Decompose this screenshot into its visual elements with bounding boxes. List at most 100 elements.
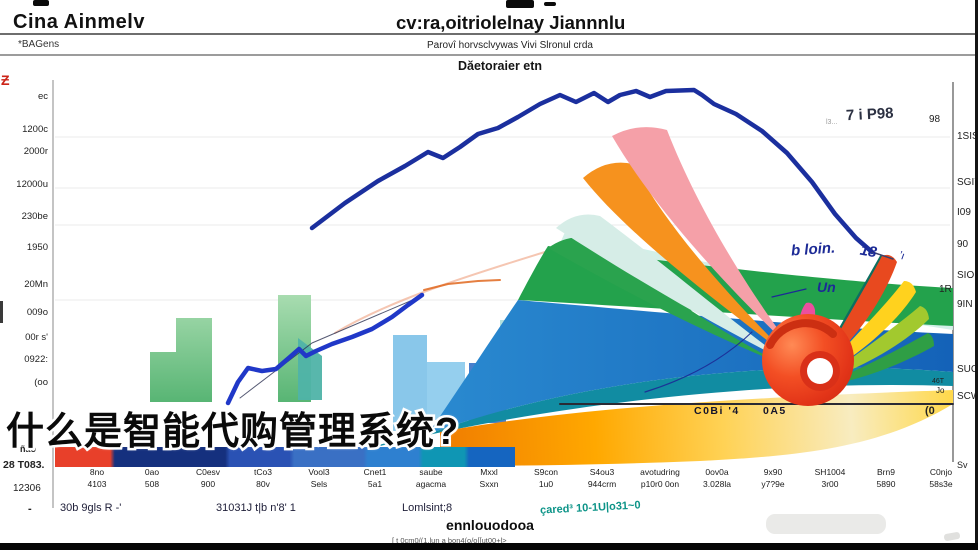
bar-green-1 <box>150 352 176 402</box>
x-tick-line1: avotudring <box>640 467 680 477</box>
axis-extra-label: 46T <box>932 378 945 385</box>
x-tick-line1: Vool3 <box>308 467 330 477</box>
secondary-title: cv:ra,oitriolelnay Jiannnlu <box>396 12 626 33</box>
x-tick-line2: 3r00 <box>821 479 839 489</box>
axis-extra-label: Sv <box>957 460 968 470</box>
hub-swirl <box>766 319 837 349</box>
y-axis-label-right: SIO <box>957 270 975 281</box>
x-tick-line2: 4103 <box>87 479 107 489</box>
y-axis-label-right: SCW <box>957 391 978 402</box>
top-edge-mark <box>33 0 49 6</box>
x-axis-tick-label: C0njo 58s3e <box>895 466 978 490</box>
footnote-segment: 31031J t|b n'8' 1 <box>216 502 296 514</box>
axis-extra-label: 28 T083. <box>3 459 45 471</box>
x-axis-tick-label: SH1004 3r00 <box>784 466 876 490</box>
bar-teal-wedge <box>298 338 322 400</box>
x-axis-tick-label: Cnet1 5a1 <box>329 466 421 490</box>
y-axis-label-left: 230be <box>21 211 48 222</box>
axis-extra-label: ñao <box>20 444 37 454</box>
blade-pink <box>612 127 795 352</box>
x-tick-line1: Cnet1 <box>363 467 387 477</box>
peak-note: 7 i P98 <box>845 104 894 125</box>
x-axis-tick-label: Mxxl Sxxn <box>443 466 535 490</box>
line-main-tail <box>871 251 894 260</box>
chinese-headline: 什么是智能代购管理系统? <box>3 409 460 456</box>
blade-green <box>548 237 786 366</box>
baseline-note-left: C0Bi '4 <box>694 405 740 417</box>
y-axis-label-left: 1950 <box>26 242 48 253</box>
x-tick-line1: C0esv <box>195 467 221 477</box>
left-edge-tick <box>0 301 3 323</box>
x-axis-tick-label: avotudring p10r0 0on <box>614 466 706 490</box>
y-axis-label-left: ec <box>37 91 48 102</box>
ribbon-teal <box>356 367 953 452</box>
blade-orange <box>583 162 790 358</box>
blade-palecyan <box>556 214 788 362</box>
handwritten-note-18: 18 <box>858 241 879 262</box>
x-tick-line2: 5890 <box>876 479 896 489</box>
axis-extra-label: 1R <box>939 284 952 295</box>
x-tick-line2: p10r0 0on <box>640 479 680 489</box>
y-axis-label-left: 0922: <box>24 354 48 365</box>
header-subtitle-left: *BAGens <box>18 39 60 50</box>
line-orange-segment <box>423 279 501 291</box>
header-subtitle-center: Parovî horvsclvywas Vivi Slronul crda <box>427 40 593 51</box>
page-title: Cina Ainmelv <box>13 11 145 33</box>
y-axis-label-right: 90 <box>957 239 969 250</box>
y-axis-label-right: I09 <box>957 207 971 218</box>
x-tick-line2: 58s3e <box>929 479 953 489</box>
axis-extra-label: - <box>28 503 32 515</box>
footnote-segment: 30b 9gls R -' <box>60 502 122 514</box>
footnote-segment: Lomlsint;8 <box>402 502 453 514</box>
x-tick-line1: Mxxl <box>480 467 498 477</box>
y-axis-label-left: 20Mn <box>24 279 48 290</box>
x-tick-line1: SH1004 <box>814 467 846 477</box>
y-axis-label-right: SGI7 <box>957 177 978 188</box>
y-axis-label-right: 1SIS <box>957 131 978 142</box>
x-tick-line2: 5a1 <box>367 479 383 489</box>
handwritten-note-b: b loin. <box>790 239 836 260</box>
leader-un <box>771 288 807 298</box>
footer-tiny-text: [ t 0cm0/(1.lun a bon4(o/o[[ut00+l> <box>392 536 507 545</box>
x-axis-tick-label: 0ov0a 3.028la <box>671 466 763 490</box>
top-edge-mark <box>544 2 556 6</box>
axis-extra-label: 98 <box>929 114 941 125</box>
axis-extra-label: Jo <box>936 386 945 395</box>
x-axis-tick-label: saube agacma <box>385 466 477 490</box>
x-tick-line2: 80v <box>256 479 270 489</box>
y-axis-label-left: 1200c <box>22 124 48 135</box>
x-axis-tick-label: 0ao 508 <box>106 466 198 490</box>
y-axis-label-left: 12000u <box>16 179 48 190</box>
line-secondary <box>225 292 425 406</box>
x-tick-line2: 3.028la <box>703 479 731 489</box>
right-edge-bar <box>975 0 978 543</box>
y-axis-label-left: (oo <box>34 377 48 388</box>
x-tick-line1: 8no <box>89 467 105 477</box>
bottom-black-bar <box>0 543 978 550</box>
strip-stack <box>55 447 515 467</box>
y-axis-label-right: 9IN <box>957 299 973 310</box>
top-edge-mark <box>506 0 534 8</box>
x-tick-line2: 1u0 <box>538 479 554 489</box>
x-axis-tick-label: 8no 4103 <box>51 466 143 490</box>
trendline-thin <box>239 295 423 399</box>
y-axis-label-left: 00r s' <box>25 332 48 343</box>
x-tick-line1: Brn9 <box>877 467 895 477</box>
x-tick-line1: S9con <box>533 467 559 477</box>
y-axis-label-right: SUC <box>957 364 978 375</box>
peak-note-small: l3... <box>826 119 838 126</box>
x-tick-line2: agacma <box>415 479 447 489</box>
x-tick-line1: saube <box>419 467 443 477</box>
x-tick-line1: 0ov0a <box>705 467 729 477</box>
x-tick-line2: 900 <box>200 479 216 489</box>
handwritten-note-un: Un <box>817 279 836 295</box>
x-axis-tick-label: C0esv 900 <box>162 466 254 490</box>
x-tick-line1: 0ao <box>144 467 160 477</box>
x-tick-line1: tCo3 <box>254 467 272 477</box>
x-axis-tick-label: Vool3 Sels <box>273 466 365 490</box>
ribbon-orange <box>440 390 953 466</box>
x-tick-line2: Sels <box>310 479 328 489</box>
y-axis-label-left: 009o <box>26 307 48 318</box>
